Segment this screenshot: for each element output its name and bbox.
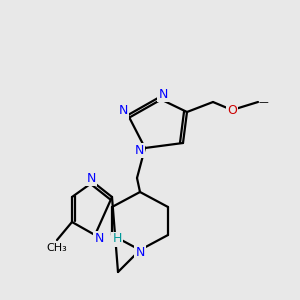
Text: N: N <box>158 88 168 100</box>
Text: N: N <box>94 232 104 244</box>
Text: N: N <box>86 172 96 184</box>
Text: N: N <box>135 245 145 259</box>
Text: O: O <box>227 103 237 116</box>
Text: N: N <box>134 143 144 157</box>
Text: H: H <box>112 232 122 245</box>
Text: CH₃: CH₃ <box>46 243 68 253</box>
Text: —: — <box>259 97 269 107</box>
Text: N: N <box>118 104 128 118</box>
